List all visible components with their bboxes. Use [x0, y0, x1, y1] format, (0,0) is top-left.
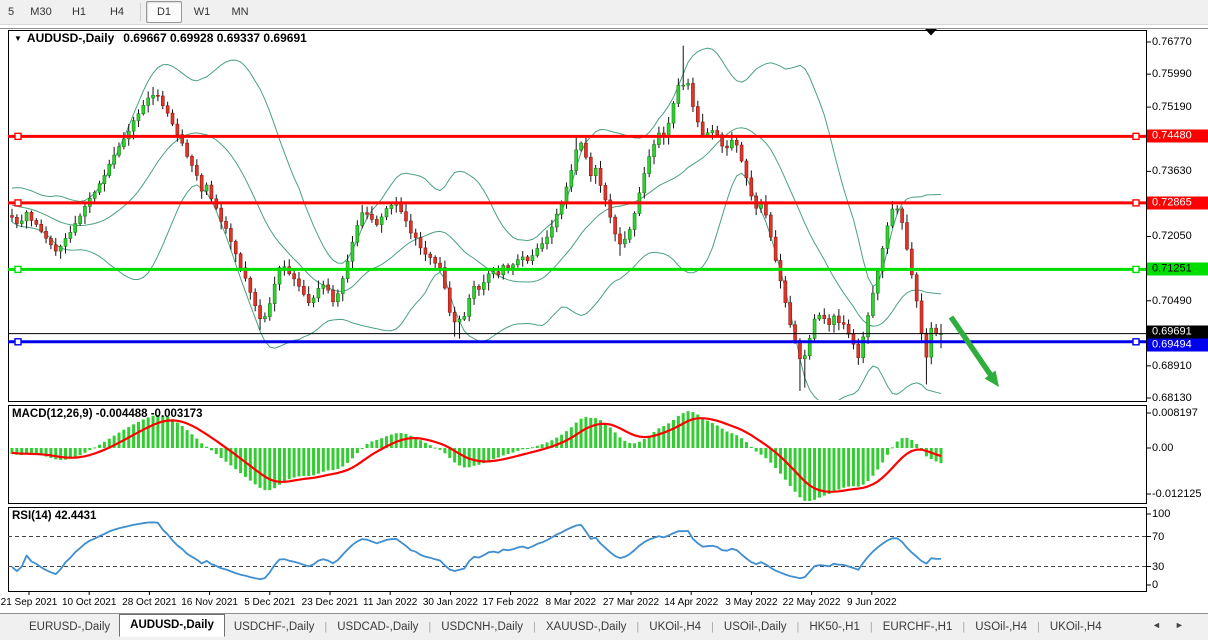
chart-tab-usdcnh-daily[interactable]: USDCNH-,Daily [441, 621, 524, 633]
chart-tab-eurchf-h1[interactable]: EURCHF-,H1 [882, 621, 953, 633]
tab-separator: | [711, 621, 714, 633]
chart-symbol-title: ▼ AUDUSD-,Daily 0.69667 0.69928 0.69337 0.… [14, 31, 307, 45]
ohlc-values: 0.69667 0.69928 0.69337 0.69691 [123, 31, 307, 45]
tab-separator: | [533, 621, 536, 633]
tab-separator: | [324, 621, 328, 633]
price-line-badge: 0.69691 [1147, 325, 1208, 339]
timeframe-button-MN[interactable]: MN [231, 6, 249, 18]
price-line-badge: 0.69494 [1147, 338, 1208, 352]
symbol-timeframe-label: AUDUSD-,Daily [26, 31, 115, 45]
chart-tab-hk50-h1[interactable]: HK50-,H1 [809, 621, 860, 633]
rsi-axis-tick: 70 [1152, 530, 1165, 543]
toolbar-separator [140, 3, 141, 21]
price-axis-tick: 0.75190 [1152, 101, 1192, 114]
chart-tab-ukoil-h4[interactable]: UKOil-,H4 [1049, 621, 1102, 633]
tab-scroll-arrows: ◄► [1152, 620, 1198, 630]
timeframe-button-5[interactable]: 5 [7, 6, 15, 18]
date-axis-label: 21 Sep 2021 [0, 597, 58, 608]
trend-arrow-annotation[interactable] [948, 315, 999, 387]
timeframe-button-W1[interactable]: W1 [193, 6, 211, 18]
tab-scroll-right-icon[interactable]: ► [1174, 620, 1198, 630]
timeframe-button-H1[interactable]: H1 [71, 6, 87, 18]
price-axis-tick: 0.68910 [1152, 359, 1192, 372]
macd-axis-zero: 0.00 [1152, 442, 1174, 454]
price-axis-tick: 0.73630 [1152, 165, 1192, 178]
rsi-axis-tick: 30 [1152, 560, 1165, 573]
timeframe-button-M30[interactable]: M30 [30, 6, 52, 18]
tab-separator: | [869, 621, 873, 633]
date-axis-label: 30 Jan 2022 [422, 597, 478, 608]
date-axis-label: 16 Nov 2021 [181, 597, 238, 608]
macd-values: -0.004488 -0.003173 [95, 408, 203, 420]
price-axis-tick: 0.70490 [1152, 294, 1192, 307]
tab-separator: | [962, 621, 966, 633]
date-axis-label: 23 Dec 2021 [301, 597, 359, 608]
dropdown-triangle-icon[interactable]: ▼ [14, 34, 22, 43]
rsi-indicator-label: RSI(14) 42.4431 [12, 510, 96, 522]
chart-tab-usdchf-daily[interactable]: USDCHF-,Daily [233, 621, 315, 633]
chart-tab-usdcad-daily[interactable]: USDCAD-,Daily [337, 621, 419, 633]
chart-tab-eurusd-daily[interactable]: EURUSD-,Daily [29, 621, 111, 633]
date-axis-label: 10 Oct 2021 [61, 597, 117, 608]
tab-scroll-left-icon[interactable]: ◄ [1152, 620, 1175, 630]
date-axis-label: 3 May 2022 [725, 597, 778, 608]
price-axis-tick: 0.72050 [1152, 230, 1192, 243]
timeframe-button-D1[interactable]: D1 [146, 1, 182, 23]
price-line-badge: 0.72865 [1147, 196, 1208, 210]
date-axis-label: 5 Dec 2021 [244, 597, 296, 608]
tab-separator: | [428, 621, 432, 633]
date-axis-label: 17 Feb 2022 [482, 597, 539, 608]
price-line-badge: 0.74480 [1147, 129, 1208, 143]
price-axis-tick: 0.76770 [1152, 36, 1192, 48]
timeframe-button-H4[interactable]: H4 [109, 6, 125, 18]
chart-tab-ukoil-h4[interactable]: UKOil-,H4 [649, 621, 702, 633]
symbol-tab-bar: EURUSD-,Daily AUDUSD-,Daily USDCHF-,Daily |… [0, 613, 1208, 640]
timeframe-toolbar: 5 M30 H1 H4 D1 W1 MN [0, 0, 1208, 25]
tab-separator: | [636, 621, 640, 633]
date-axis-label: 22 May 2022 [782, 597, 841, 608]
chart-tab-usoil-h4[interactable]: USOil-,H4 [975, 621, 1027, 633]
price-axis-tick: 0.75990 [1152, 68, 1192, 81]
macd-axis-bottom: -0.012125 [1152, 488, 1202, 500]
price-axis-tick: 0.68130 [1152, 392, 1192, 404]
chart-tab-audusd-daily[interactable]: AUDUSD-,Daily [119, 614, 225, 637]
macd-axis-top: 0.008197 [1152, 407, 1198, 419]
tab-separator: | [1037, 621, 1040, 633]
date-axis-label: 11 Jan 2022 [363, 597, 418, 608]
macd-indicator-label: MACD(12,26,9) -0.004488 -0.003173 [12, 408, 203, 420]
date-axis-label: 9 Jun 2022 [847, 597, 897, 608]
macd-label: MACD(12,26,9) [12, 408, 93, 420]
chart-tab-usoil-daily[interactable]: USOil-,Daily [723, 621, 787, 633]
chart-tab-xauusd-daily[interactable]: XAUUSD-,Daily [545, 621, 627, 633]
rsi-axis-tick: 100 [1152, 508, 1171, 520]
date-axis-label: 14 Apr 2022 [664, 597, 719, 608]
tab-separator: | [796, 621, 800, 633]
date-axis-label: 28 Oct 2021 [122, 597, 177, 608]
scroll-position-icon [925, 29, 937, 36]
date-axis-label: 8 Mar 2022 [545, 597, 597, 608]
date-axis-label: 27 Mar 2022 [602, 597, 660, 608]
rsi-axis-tick: 0 [1152, 579, 1159, 591]
price-line-badge: 0.71251 [1147, 262, 1208, 276]
rsi-value: 42.4431 [54, 510, 97, 522]
rsi-label: RSI(14) [12, 510, 52, 522]
